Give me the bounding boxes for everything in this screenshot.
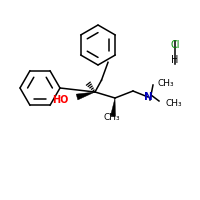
- Text: CH₃: CH₃: [166, 98, 183, 108]
- Text: H: H: [171, 55, 179, 65]
- Text: Cl: Cl: [170, 40, 180, 50]
- Polygon shape: [76, 92, 95, 100]
- Text: N: N: [144, 92, 152, 102]
- Text: HO: HO: [52, 95, 68, 105]
- Polygon shape: [111, 98, 115, 116]
- Text: CH₃: CH₃: [104, 114, 120, 122]
- Text: CH₃: CH₃: [158, 78, 175, 88]
